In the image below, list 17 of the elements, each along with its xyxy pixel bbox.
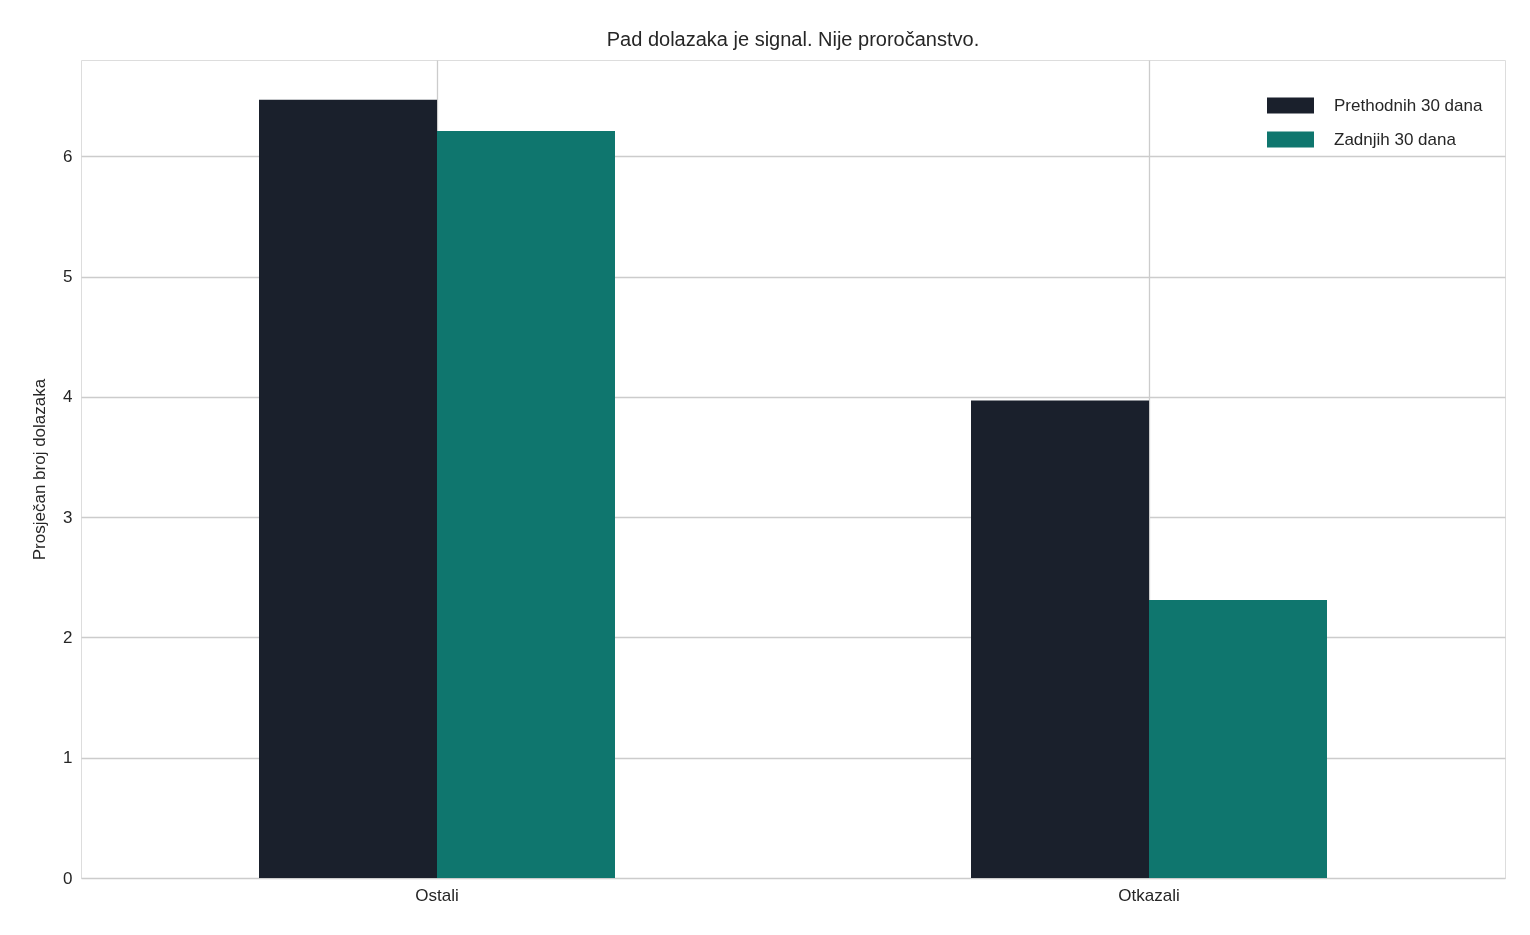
y-tick-label: 6	[63, 146, 73, 166]
legend-label: Prethodnih 30 dana	[1334, 95, 1483, 115]
bar	[971, 400, 1149, 878]
bar	[1149, 600, 1327, 878]
bar	[259, 99, 437, 878]
y-tick-label: 3	[63, 507, 73, 527]
y-tick-label: 2	[63, 627, 73, 647]
y-tick-label: 0	[63, 868, 73, 888]
chart-title: Pad dolazaka je signal. Nije proročanstvo.	[606, 28, 980, 50]
x-tick-label: Ostali	[415, 885, 459, 905]
y-tick-label: 5	[63, 267, 73, 287]
y-tick-label: 1	[63, 748, 73, 768]
y-axis-title: Prosječan broj dolazaka	[30, 378, 50, 561]
x-tick-label: Otkazali	[1118, 885, 1180, 905]
bar	[437, 130, 615, 878]
y-tick-label: 4	[63, 387, 73, 407]
legend-label: Zadnjih 30 dana	[1334, 129, 1457, 149]
